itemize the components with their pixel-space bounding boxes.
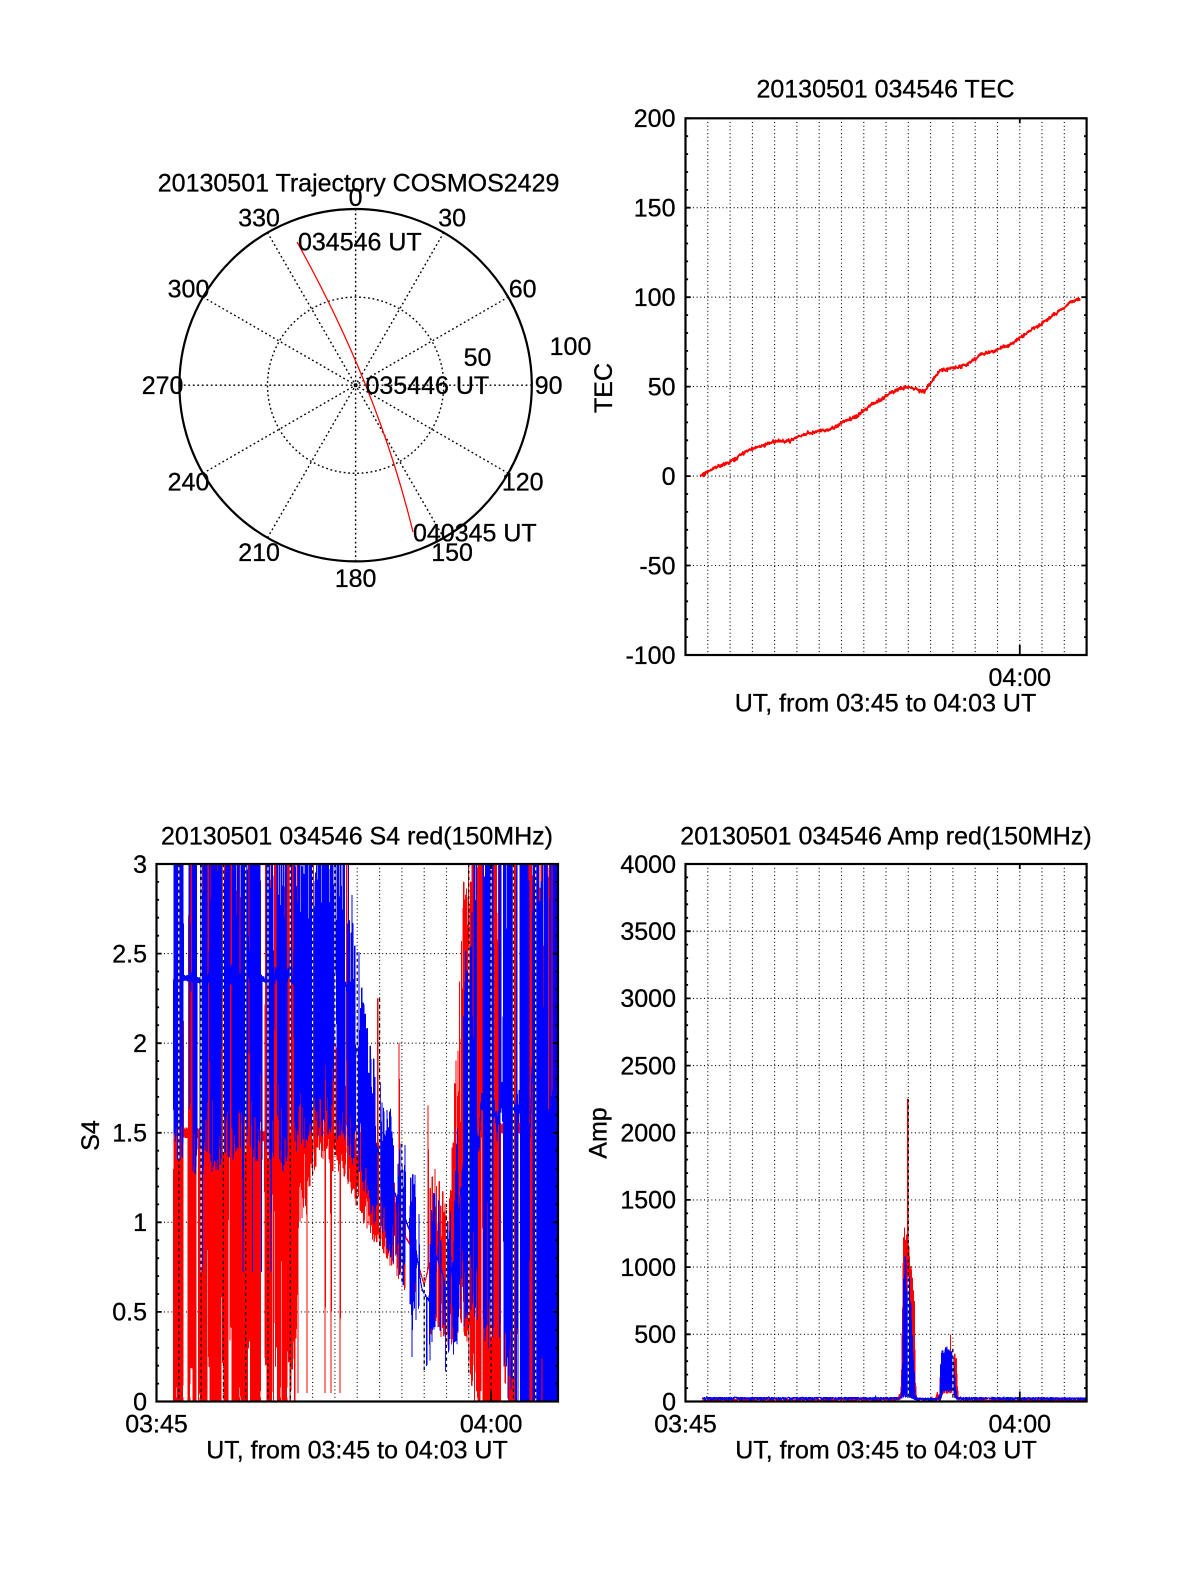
svg-text:100: 100 [550,333,592,361]
svg-text:120: 120 [502,468,544,496]
svg-text:100: 100 [634,284,676,312]
svg-text:30: 30 [438,205,466,233]
svg-text:1.5: 1.5 [112,1120,147,1148]
svg-text:210: 210 [238,539,280,567]
svg-text:50: 50 [648,373,676,401]
svg-text:60: 60 [509,275,537,303]
svg-text:150: 150 [431,539,473,567]
svg-text:20130501 Trajectory COSMOS2429: 20130501 Trajectory COSMOS2429 [158,170,560,198]
svg-text:034546 UT: 034546 UT [298,229,422,257]
svg-text:20130501 034546 TEC: 20130501 034546 TEC [756,76,1014,104]
svg-text:0: 0 [662,463,676,491]
svg-text:UT, from 03:45 to 04:03 UT: UT, from 03:45 to 04:03 UT [735,1437,1037,1465]
svg-text:2500: 2500 [620,1052,676,1080]
svg-text:3: 3 [133,851,147,879]
svg-text:040345 UT: 040345 UT [413,520,537,548]
svg-text:04:00: 04:00 [989,664,1052,692]
svg-text:Amp: Amp [585,1107,613,1158]
svg-text:035446 UT: 035446 UT [366,372,490,400]
svg-text:-100: -100 [625,642,675,670]
svg-text:300: 300 [168,275,210,303]
svg-text:1: 1 [133,1209,147,1237]
svg-text:90: 90 [535,372,563,400]
svg-text:3000: 3000 [620,985,676,1013]
svg-text:20130501 034546 Amp red(150MHz: 20130501 034546 Amp red(150MHz) [680,823,1091,851]
svg-text:270: 270 [142,372,184,400]
svg-text:2.5: 2.5 [112,940,147,968]
svg-text:03:45: 03:45 [654,1411,717,1439]
svg-text:4000: 4000 [620,851,676,879]
svg-text:TEC: TEC [590,363,618,413]
svg-text:3500: 3500 [620,918,676,946]
svg-text:0: 0 [133,1388,147,1416]
svg-text:330: 330 [238,205,280,233]
svg-text:180: 180 [335,565,377,593]
svg-text:150: 150 [634,195,676,223]
svg-text:03:45: 03:45 [125,1411,188,1439]
svg-text:2: 2 [133,1030,147,1058]
svg-text:500: 500 [634,1321,676,1349]
svg-text:1500: 1500 [620,1187,676,1215]
svg-text:1000: 1000 [620,1254,676,1282]
svg-text:2000: 2000 [620,1120,676,1148]
svg-text:UT, from 03:45 to 04:03 UT: UT, from 03:45 to 04:03 UT [206,1437,508,1465]
svg-text:UT, from 03:45 to 04:03 UT: UT, from 03:45 to 04:03 UT [735,690,1037,718]
svg-text:0: 0 [662,1388,676,1416]
svg-text:200: 200 [634,105,676,133]
svg-text:0.5: 0.5 [112,1299,147,1327]
svg-text:20130501 034546 S4 red(150MHz): 20130501 034546 S4 red(150MHz) [161,823,553,851]
svg-text:240: 240 [168,468,210,496]
svg-text:04:00: 04:00 [989,1411,1052,1439]
svg-text:-50: -50 [639,552,675,580]
svg-text:0: 0 [349,184,363,212]
svg-text:S4: S4 [77,1120,105,1151]
svg-text:50: 50 [464,344,492,372]
svg-text:04:00: 04:00 [460,1411,523,1439]
